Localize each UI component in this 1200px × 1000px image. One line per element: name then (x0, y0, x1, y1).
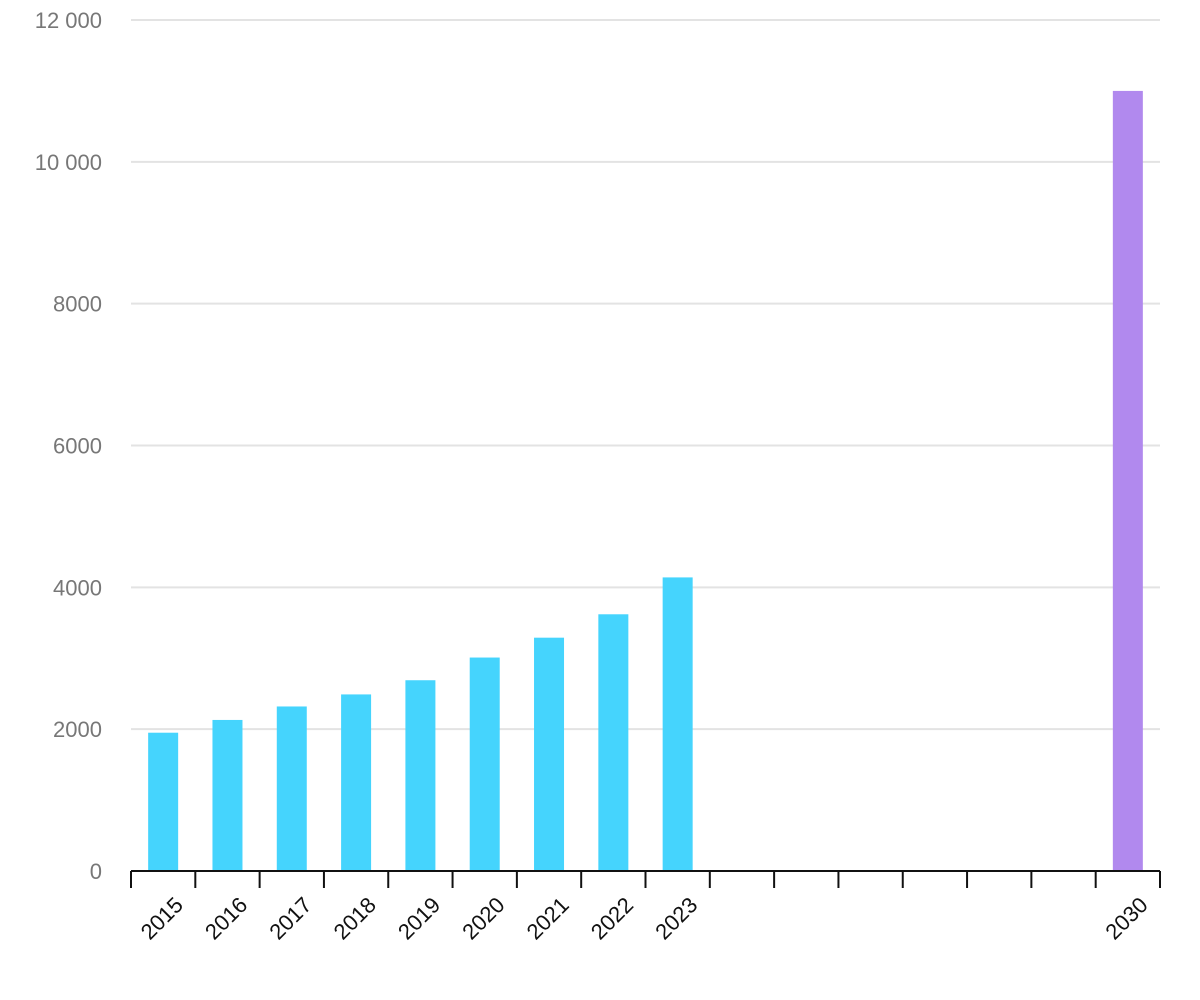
y-tick-label: 10 000 (35, 150, 102, 175)
x-tick-label: 2030 (1100, 892, 1152, 944)
x-tick-label: 2018 (329, 892, 381, 944)
y-tick-label: 4000 (53, 575, 102, 600)
bars (148, 90, 1143, 871)
y-tick-label: 12 000 (35, 8, 102, 33)
bar-2017 (276, 706, 307, 871)
x-tick-label: 2017 (264, 892, 316, 944)
x-tick-label: 2020 (457, 892, 509, 944)
bar-2020 (469, 657, 500, 871)
bar-2023 (662, 577, 693, 871)
x-tick-label: 2021 (522, 892, 574, 944)
bar-2016 (212, 719, 243, 871)
bar-2022 (598, 614, 629, 871)
y-tick-label: 6000 (53, 434, 102, 459)
bar-2019 (405, 680, 436, 871)
y-tick-label: 0 (90, 859, 102, 884)
x-axis-tick-labels: 2015 2016 2017 2018 2019 2020 2021 2022 2023 2030 (136, 892, 1153, 944)
bar-2018 (341, 694, 372, 871)
x-tick-label: 2016 (200, 892, 252, 944)
x-tick-label: 2023 (650, 892, 702, 944)
x-tick-label: 2015 (136, 892, 188, 944)
bar-2015 (148, 732, 179, 871)
x-axis (130, 870, 1161, 888)
bar-2030 (1112, 90, 1143, 871)
y-tick-label: 8000 (53, 292, 102, 317)
y-axis-tick-labels: 0 2000 4000 6000 8000 10 000 12 000 (35, 8, 102, 884)
x-tick-label: 2019 (393, 892, 445, 944)
gridlines (131, 19, 1160, 731)
y-tick-label: 2000 (53, 717, 102, 742)
x-tick-label: 2022 (586, 892, 638, 944)
bar-2021 (534, 637, 565, 871)
